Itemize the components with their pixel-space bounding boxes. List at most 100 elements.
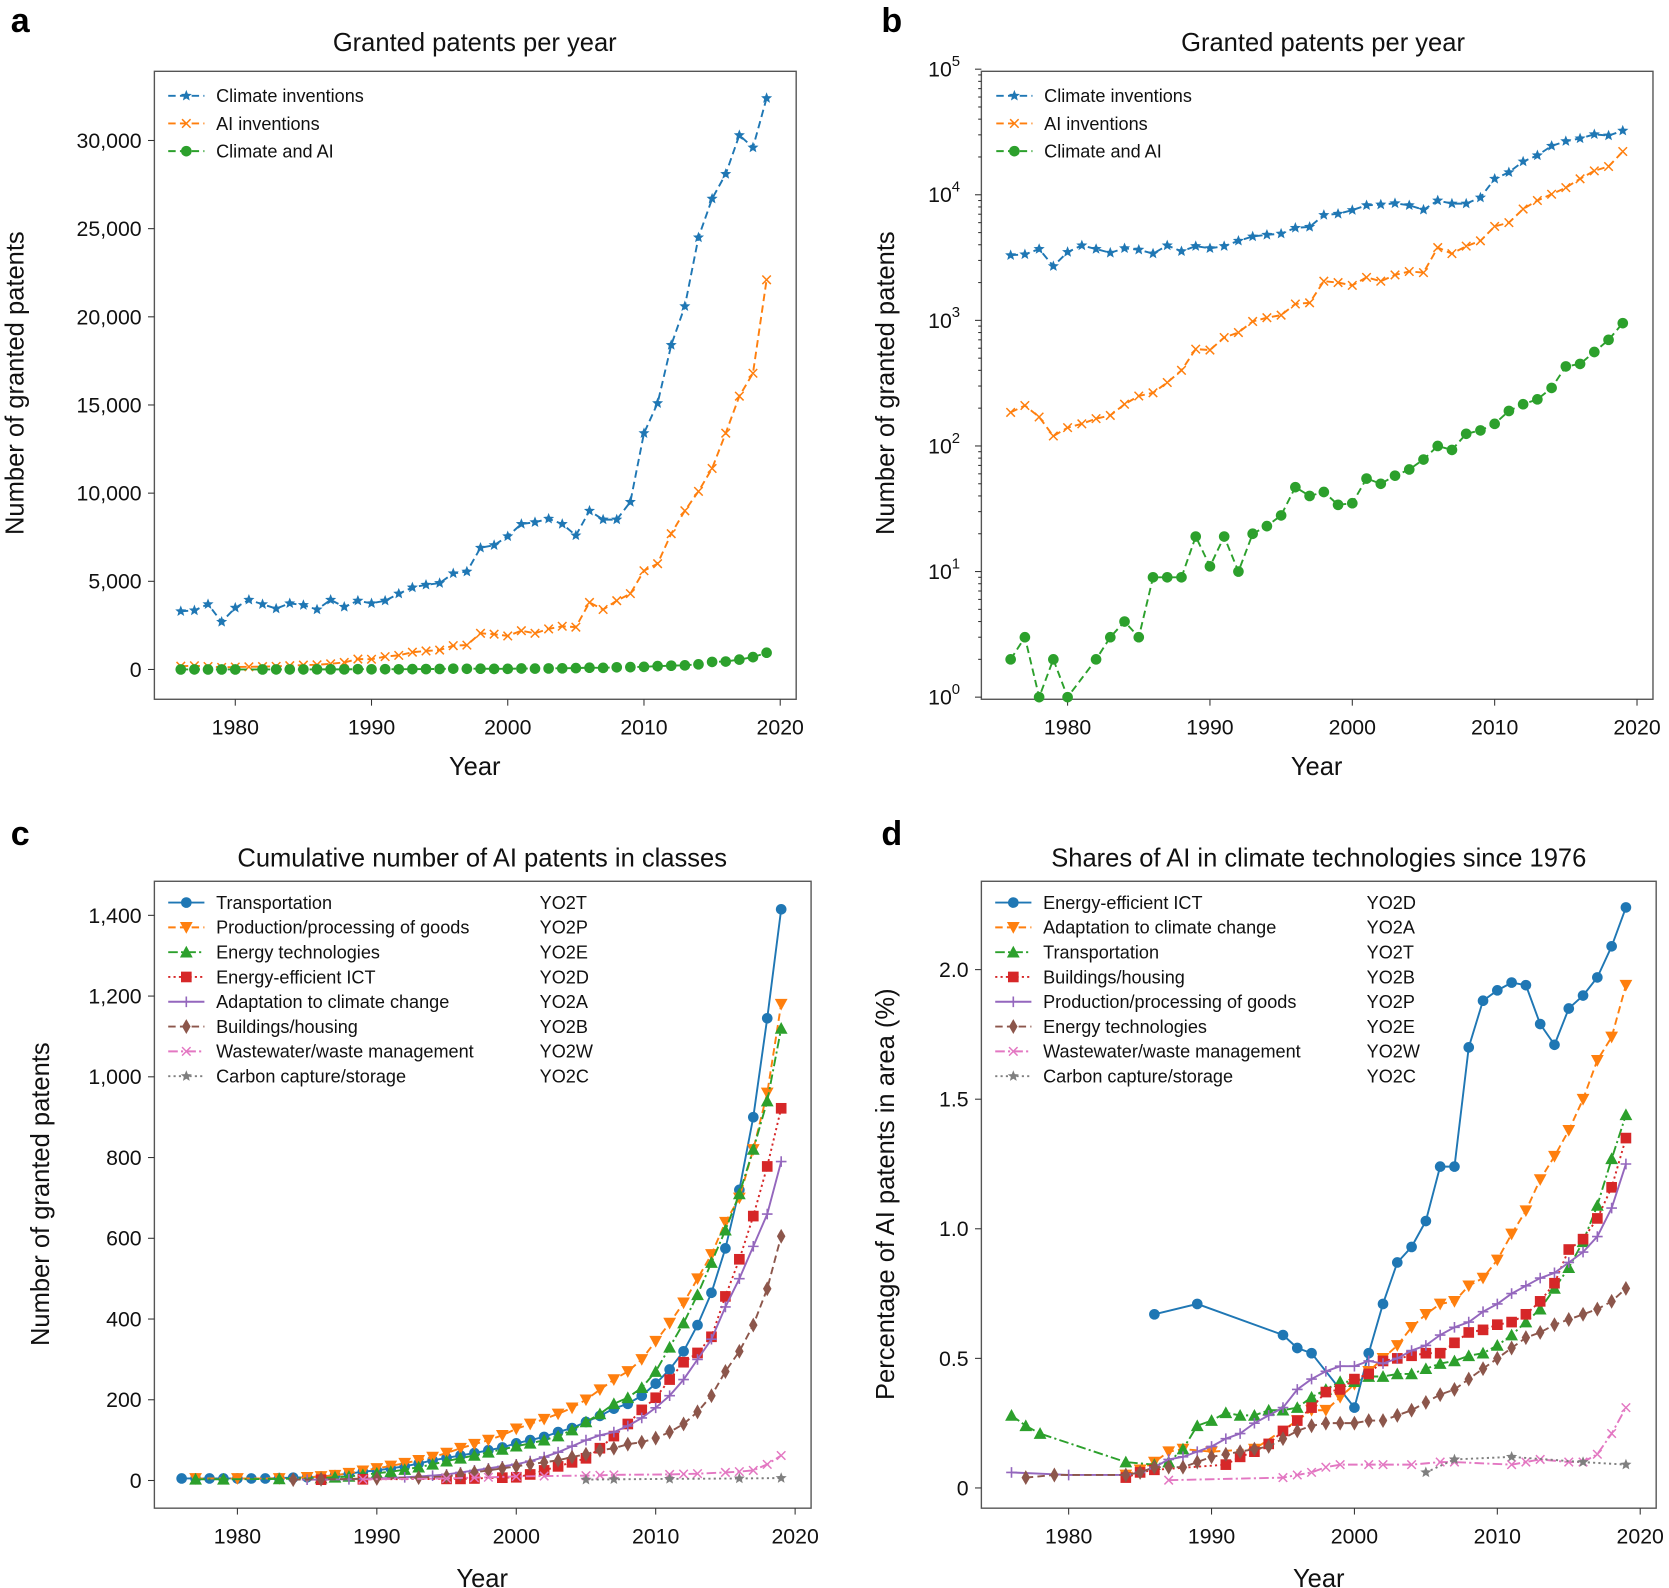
data-point — [567, 1449, 577, 1465]
data-point — [1506, 977, 1517, 988]
data-point — [1005, 407, 1016, 418]
data-point — [581, 1446, 591, 1462]
data-point — [1319, 1404, 1333, 1417]
y-tick-label: 0 — [130, 658, 142, 682]
data-point — [608, 1473, 620, 1485]
data-point — [366, 663, 377, 675]
data-point — [272, 1472, 286, 1485]
data-point — [1462, 1280, 1476, 1293]
data-point — [1190, 1419, 1204, 1432]
legend-item: Climate and AI — [996, 142, 1162, 162]
data-point — [1605, 1031, 1619, 1044]
data-point — [1577, 990, 1589, 1001]
data-point — [1176, 365, 1187, 376]
data-point — [678, 1345, 689, 1357]
data-point — [515, 518, 527, 529]
y-tick-label: 1,000 — [88, 1065, 141, 1089]
legend-code: YO2P — [540, 918, 588, 938]
data-point — [580, 1434, 592, 1446]
tick-base: 10 — [928, 58, 952, 82]
data-point — [663, 1317, 677, 1330]
data-point — [1461, 241, 1471, 251]
data-point — [1489, 172, 1501, 184]
data-point — [1506, 1288, 1517, 1299]
data-point — [649, 1365, 663, 1377]
x-tick-label: 1980 — [1045, 1524, 1092, 1548]
data-point — [509, 1439, 523, 1452]
data-point — [1417, 203, 1430, 215]
tick-base: 10 — [928, 686, 952, 710]
data-point — [1477, 995, 1489, 1007]
series-line — [180, 279, 768, 669]
data-point — [1150, 1459, 1159, 1475]
legend-label: Energy technologies — [216, 943, 380, 963]
data-point — [202, 598, 214, 610]
y-tick-label: 0 — [130, 1469, 142, 1493]
legend-marker — [180, 996, 192, 1008]
data-point — [1618, 146, 1628, 157]
data-point — [1620, 1158, 1632, 1170]
data-point — [721, 1364, 730, 1379]
data-point — [1577, 1456, 1589, 1467]
legend-code: YO2P — [1367, 992, 1415, 1012]
data-point — [1619, 979, 1633, 992]
data-point — [511, 1471, 522, 1482]
data-point — [1021, 1470, 1031, 1486]
data-point — [461, 565, 473, 577]
data-point — [288, 1472, 298, 1488]
legend-item: Energy technologies YO2E — [168, 943, 588, 963]
data-point — [775, 1102, 787, 1114]
legend-item: Adaptation to climate change YO2A — [168, 992, 589, 1012]
legend-item: Production/processing of goods YO2P — [995, 992, 1415, 1012]
tick-exponent: 2 — [952, 431, 960, 447]
data-point — [693, 1404, 702, 1420]
data-point — [1235, 1444, 1245, 1460]
data-point — [776, 1228, 786, 1244]
data-point — [414, 1470, 423, 1486]
legend-marker — [179, 945, 193, 958]
data-point — [217, 1472, 230, 1485]
data-point — [706, 192, 718, 204]
data-point — [720, 428, 731, 438]
data-point — [1335, 1459, 1345, 1470]
data-point — [1118, 242, 1131, 253]
data-point — [1190, 344, 1201, 354]
legend-item: Energy technologies YO2E — [995, 1017, 1415, 1037]
data-point — [1448, 1296, 1461, 1308]
data-point — [1077, 419, 1087, 429]
data-point — [488, 539, 500, 550]
data-point — [1333, 1391, 1347, 1404]
data-point — [1305, 1390, 1318, 1403]
chart-title: Cumulative number of AI patents in class… — [237, 844, 727, 872]
data-point — [1419, 1362, 1433, 1375]
data-point — [447, 567, 459, 579]
data-point — [747, 1111, 759, 1123]
legend-label: AI inventions — [1044, 114, 1148, 134]
y-tick-label: 1.0 — [939, 1217, 969, 1241]
data-point — [539, 1471, 549, 1481]
data-point — [637, 1434, 647, 1450]
data-point — [1418, 267, 1429, 278]
data-point — [1563, 1257, 1575, 1268]
x-tick-label: 2020 — [771, 1524, 818, 1548]
data-point — [379, 594, 391, 606]
x-tick-label: 2000 — [1331, 1524, 1378, 1548]
data-point — [733, 129, 745, 140]
data-point — [1275, 510, 1287, 521]
data-point — [1378, 1459, 1388, 1470]
data-point — [679, 300, 691, 312]
data-point — [607, 1397, 621, 1410]
data-point — [638, 661, 650, 673]
data-point — [311, 603, 323, 615]
y-tick-label: 1,200 — [88, 985, 141, 1009]
data-point — [352, 663, 364, 675]
data-point — [398, 1463, 412, 1475]
data-point — [1505, 1328, 1518, 1341]
series-production-processing-of-goods — [189, 998, 788, 1485]
data-point — [484, 1462, 493, 1478]
legend-label: Transportation — [1043, 943, 1159, 963]
legend-item: Climate and AI — [168, 142, 334, 162]
legend-code: YO2C — [1367, 1067, 1416, 1087]
data-point — [1588, 346, 1600, 358]
